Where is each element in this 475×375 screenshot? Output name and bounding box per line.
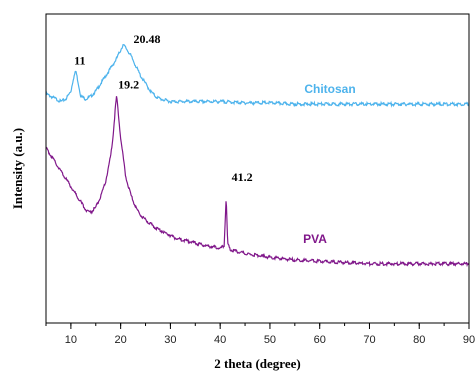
tick-layer: 10 20 30 40 50 60 70 80 90 bbox=[45, 323, 475, 346]
x-tick-label: 20 bbox=[115, 334, 127, 346]
x-tick-label: 10 bbox=[65, 334, 77, 346]
x-tick-label: 50 bbox=[264, 334, 276, 346]
peak-label: 20.48 bbox=[134, 32, 161, 46]
x-tick-label: 40 bbox=[214, 334, 226, 346]
series-label-chitosan: Chitosan bbox=[304, 82, 355, 96]
peak-label: 41.2 bbox=[232, 170, 253, 184]
x-tick-label: 30 bbox=[164, 334, 176, 346]
series-layer bbox=[45, 44, 470, 268]
x-tick-label: 90 bbox=[463, 334, 475, 346]
series-line-chitosan bbox=[45, 44, 470, 108]
plot-frame bbox=[45, 13, 470, 324]
x-tick-label: 70 bbox=[363, 334, 375, 346]
x-axis-title: 2 theta (degree) bbox=[214, 356, 300, 371]
x-tick-label: 60 bbox=[314, 334, 326, 346]
series-label-pva: PVA bbox=[303, 232, 327, 246]
peak-label: 11 bbox=[74, 54, 85, 68]
peak-label: 19.2 bbox=[118, 77, 139, 91]
y-axis-title: Intensity (a.u.) bbox=[10, 128, 25, 209]
series-line-pva bbox=[45, 96, 470, 268]
label-layer: Chitosan PVA 11 20.48 19.2 41.2 bbox=[74, 32, 355, 246]
x-tick-label: 80 bbox=[413, 334, 425, 346]
